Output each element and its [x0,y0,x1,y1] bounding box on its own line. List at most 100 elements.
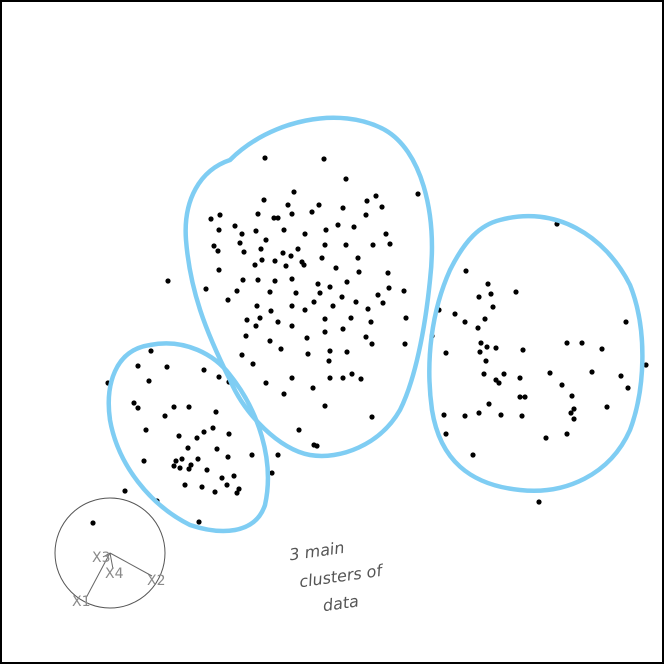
data-point [226,431,232,437]
data-point [310,385,316,391]
data-point [263,237,269,243]
data-point [289,276,295,282]
projection-axis-x2 [109,552,153,577]
data-point [496,380,502,386]
data-point [288,253,294,259]
data-point [543,435,549,441]
data-point [295,246,301,252]
data-point [358,376,364,382]
data-point [173,458,179,464]
data-point [315,281,321,287]
data-point [326,358,332,364]
data-point [369,414,375,420]
data-point [462,413,468,419]
data-point [171,463,177,469]
data-point [322,242,328,248]
data-point [148,348,154,354]
data-point [559,382,565,388]
data-point [355,255,361,261]
data-point [261,197,267,203]
data-point [213,409,219,415]
data-point [311,299,317,305]
projection-label-x3: X3 [92,550,111,566]
data-point [344,279,350,285]
data-point [356,269,362,275]
data-point [239,352,245,358]
data-point [335,222,341,228]
data-point [305,351,311,357]
data-point [443,431,449,437]
data-point [146,378,152,384]
data-point [171,404,177,410]
data-point [301,262,307,268]
data-point [498,412,504,418]
data-point [135,363,141,369]
data-point [379,204,385,210]
data-point [214,446,220,452]
data-point [201,367,207,373]
cluster-outlines [106,115,645,534]
projection-axis-x4 [109,552,114,570]
data-point [185,445,191,451]
data-point [327,375,333,381]
data-point [579,340,585,346]
projection-glyph: X3 X4 X2 X1 [54,497,166,610]
data-point [188,462,194,468]
data-point [275,319,281,325]
data-point [208,216,214,222]
data-point [365,306,371,312]
data-point [231,473,237,479]
data-point [249,452,255,458]
data-point [340,326,346,332]
note-line-3: data [322,591,360,615]
data-point [269,470,275,476]
data-point [441,412,447,418]
data-point [201,429,207,435]
data-point [475,325,481,331]
data-point [547,370,553,376]
projection-axis-x1 [85,552,111,599]
data-point [369,341,375,347]
data-point [340,205,346,211]
data-point [322,329,328,335]
data-point [289,323,295,329]
data-point [216,227,222,233]
data-point [370,242,376,248]
data-point [225,297,231,303]
data-point [643,362,649,368]
data-point [283,263,289,269]
data-point [403,315,409,321]
data-point [348,315,354,321]
data-point [217,212,223,218]
data-point [485,281,491,287]
data-point [519,413,525,419]
data-point [481,371,487,377]
data-point [323,227,329,233]
data-point [275,452,281,458]
data-point [375,292,381,298]
data-point [484,344,490,350]
note-line-2: clusters of [298,561,385,592]
data-point [443,350,449,356]
data-point [237,240,243,246]
data-point [339,294,345,300]
data-point [259,257,265,263]
data-point [275,215,281,221]
data-point [216,267,222,273]
cluster-outline-right [427,214,645,493]
data-point [571,416,577,422]
data-point [476,294,482,300]
note-line-1: 3 main [288,538,345,565]
data-point [212,489,218,495]
data-point [387,241,393,247]
data-point [493,345,499,351]
data-point [253,323,259,329]
data-point [589,369,595,375]
data-point [177,465,183,471]
data-point [520,347,526,353]
projection-label-x2: X2 [147,573,166,589]
data-point [176,433,182,439]
data-point [253,228,259,234]
